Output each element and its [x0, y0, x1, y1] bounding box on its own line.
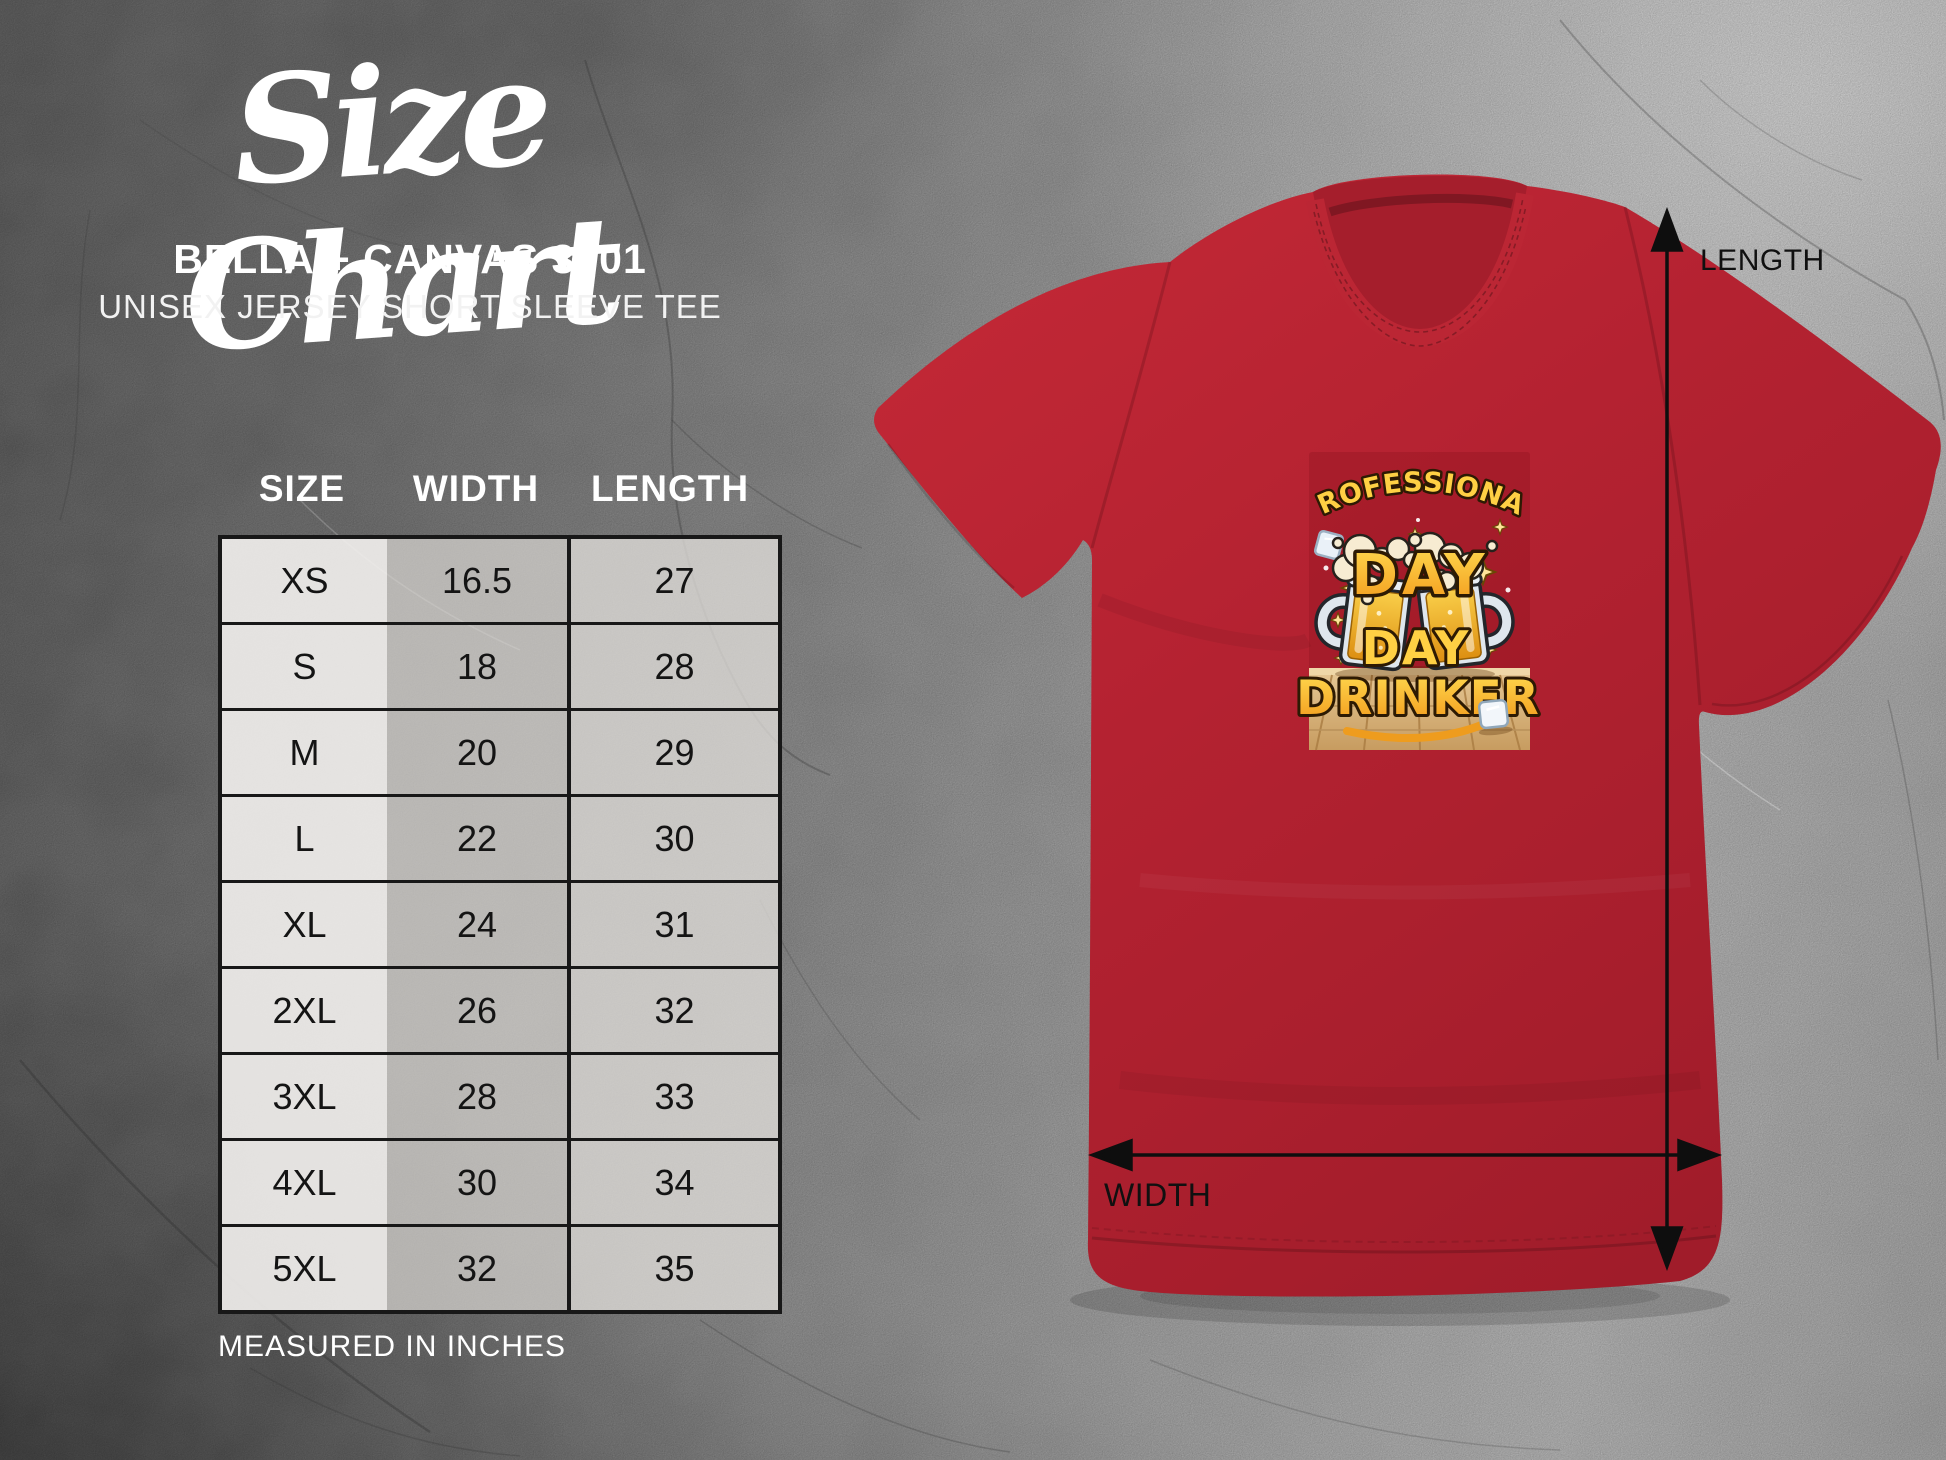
width-cell: 22	[387, 797, 567, 880]
tshirt-seams	[886, 206, 1904, 1254]
size-cell: M	[222, 711, 387, 794]
width-cell: 28	[387, 1055, 567, 1138]
brand-name: BELLA + CANVAS 3001	[173, 236, 647, 282]
length-cell: 32	[567, 969, 778, 1052]
table-row: L 22 30	[222, 797, 778, 883]
size-cell: L	[222, 797, 387, 880]
sparkle-dots	[1323, 518, 1511, 593]
column-header-size: SIZE	[258, 468, 346, 509]
design-word-day-bottom: DAY	[1362, 621, 1471, 675]
size-cell: S	[222, 625, 387, 708]
width-cell: 20	[387, 711, 567, 794]
measurement-arrows	[1087, 206, 1723, 1272]
design-word-day-top: DAY	[1351, 543, 1488, 608]
size-table: XS 16.5 27 S 18 28 M 20 29 L 22 30 XL 24…	[218, 535, 782, 1314]
measurement-note: MEASURED IN INCHES	[218, 1330, 567, 1363]
length-cell: 31	[567, 883, 778, 966]
size-cell: 3XL	[222, 1055, 387, 1138]
table-row: S 18 28	[222, 625, 778, 711]
table-row: 5XL 32 35	[222, 1227, 778, 1310]
length-cell: 33	[567, 1055, 778, 1138]
size-cell: 4XL	[222, 1141, 387, 1224]
width-cell: 24	[387, 883, 567, 966]
width-arrow	[1087, 1138, 1723, 1172]
length-arrow-label: LENGTH	[1700, 244, 1825, 277]
width-cell: 30	[387, 1141, 567, 1224]
column-header-width: WIDTH	[412, 468, 540, 509]
length-cell: 35	[567, 1227, 778, 1310]
length-cell: 30	[567, 797, 778, 880]
table-row: M 20 29	[222, 711, 778, 797]
table-row: XS 16.5 27	[222, 539, 778, 625]
width-cell: 16.5	[387, 539, 567, 622]
length-arrow	[1650, 206, 1684, 1272]
table-row: 4XL 30 34	[222, 1141, 778, 1227]
width-arrow-label: WIDTH	[1104, 1177, 1211, 1213]
concrete-cracks	[19, 19, 1945, 1457]
collar	[1306, 175, 1534, 348]
ice-cube-floor-icon	[1477, 698, 1513, 736]
design-word-drinker: DRINKER	[1296, 671, 1540, 726]
length-cell: 28	[567, 625, 778, 708]
table-row: 2XL 26 32	[222, 969, 778, 1055]
product-name: UNISEX JERSEY SHORT SLEEVE TEE	[98, 288, 722, 325]
table-row: XL 24 31	[222, 883, 778, 969]
length-cell: 34	[567, 1141, 778, 1224]
design-underline-swoosh	[1343, 720, 1488, 743]
size-cell: XL	[222, 883, 387, 966]
size-cell: 5XL	[222, 1227, 387, 1310]
width-cell: 18	[387, 625, 567, 708]
length-cell: 29	[567, 711, 778, 794]
column-header-length: LENGTH	[590, 468, 750, 509]
table-row: 3XL 28 33	[222, 1055, 778, 1141]
beer-foam	[1331, 531, 1499, 606]
length-cell: 27	[567, 539, 778, 622]
width-cell: 32	[387, 1227, 567, 1310]
width-cell: 26	[387, 969, 567, 1052]
size-cell: 2XL	[222, 969, 387, 1052]
page-title: Size Chart	[178, 23, 623, 386]
size-cell: XS	[222, 539, 387, 622]
table-header-row: SIZE WIDTH LENGTH	[218, 468, 774, 510]
